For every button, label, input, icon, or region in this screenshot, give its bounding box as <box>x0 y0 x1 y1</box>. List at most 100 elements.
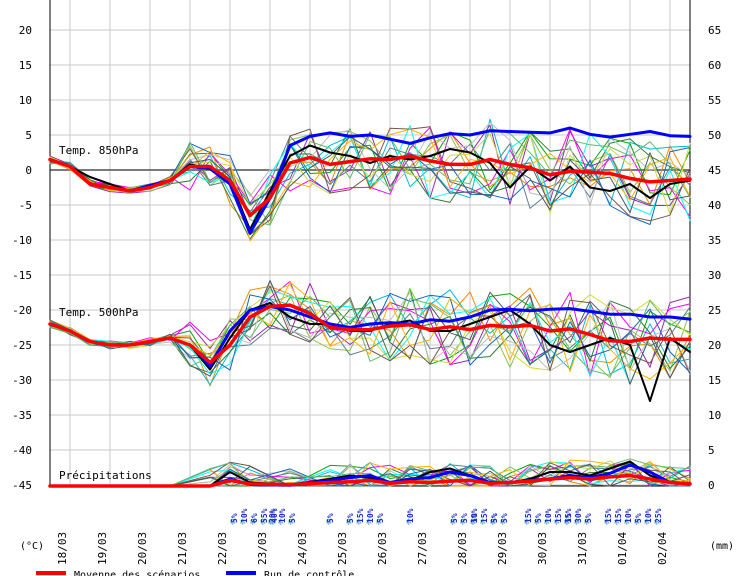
precip-probability-label: 5% <box>326 513 335 523</box>
snowflake-icon: ❄ <box>634 517 641 528</box>
precip-probability-label: 5% <box>376 513 385 523</box>
t850-member-line <box>49 128 691 226</box>
precip-probability-label: 5% <box>564 513 573 523</box>
precip-probability-item: ❄10% <box>470 508 479 528</box>
y-right-tick-label: 40 <box>708 199 721 212</box>
precip-probability-label: 10% <box>470 508 479 523</box>
snowflake-icon: ❄ <box>460 517 467 528</box>
snowflake-icon: ❄ <box>490 517 497 528</box>
x-tick-label: 19/03 <box>96 532 109 565</box>
precip-panel-label: Précipitations <box>59 469 152 482</box>
t850-member-line <box>49 130 691 226</box>
precip-probability-label: 15% <box>524 508 533 523</box>
snowflake-icon: ❄ <box>470 517 477 528</box>
precip-probability-label: 25% <box>654 508 663 523</box>
snowflake-icon: ❄ <box>614 517 621 528</box>
snowflake-icon: ❄ <box>480 517 487 528</box>
precip-probability-item: ❄30% <box>574 508 583 528</box>
precip-probability-item: ❄15% <box>604 508 613 528</box>
precip-probability-item: ❄25% <box>654 508 663 528</box>
precip-probability-label: 10% <box>544 508 553 523</box>
precip-probability-item: ❄5% <box>584 513 593 528</box>
t500-panel-label: Temp. 500hPa <box>59 306 138 319</box>
precip-probability-item: ❄6% <box>250 513 259 528</box>
snowflake-icon: ❄ <box>544 517 551 528</box>
snowflake-icon: ❄ <box>554 517 561 528</box>
precip-probability-item: ❄10% <box>366 508 375 528</box>
precip-probability-label: 10% <box>644 508 653 523</box>
snowflake-icon: ❄ <box>376 517 383 528</box>
y-left-tick-label: -45 <box>12 479 32 492</box>
precip-probability-label: 20% <box>268 508 277 523</box>
precip-mean-line <box>48 473 692 488</box>
snowflake-icon: ❄ <box>490 517 497 528</box>
x-tick-label: 01/04 <box>616 532 629 565</box>
precip-probability-item: ❄5% <box>376 513 385 528</box>
precip-probability-item: ❄10% <box>406 508 415 528</box>
precip-probability-item: ❄15% <box>614 508 623 528</box>
precip-probability-label: 5% <box>584 513 593 523</box>
snowflake-icon: ❄ <box>346 517 353 528</box>
precip-member-line <box>49 463 691 487</box>
legend-control-label: Run de contrôle <box>264 569 354 576</box>
precip-probability-item: ❄20% <box>268 508 277 528</box>
precip-member-line <box>49 463 691 487</box>
y-left-tick-label: -25 <box>12 339 32 352</box>
t850-mean-line <box>48 154 692 218</box>
ensemble-members <box>49 118 691 487</box>
precip-probability-label: 5% <box>230 513 239 523</box>
precip-probability-label: 5% <box>534 513 543 523</box>
snowflake-icon: ❄ <box>470 517 477 528</box>
t500-member-line <box>49 280 691 372</box>
precip-probability-item: ❄5% <box>346 513 355 528</box>
y-right-unit: (mm) <box>710 541 734 552</box>
x-tick-label: 27/03 <box>416 532 429 565</box>
precip-probability-item: ❄5% <box>564 513 573 528</box>
precip-probability-label: 15% <box>480 508 489 523</box>
precip-probability-label: 5% <box>460 513 469 523</box>
plot-frame <box>49 0 691 487</box>
precip-probability-item: ❄5% <box>326 513 335 528</box>
snowflake-icon: ❄ <box>270 517 277 528</box>
main-series <box>48 126 692 488</box>
precip-probability-label: 15% <box>554 508 563 523</box>
snowflake-icon: ❄ <box>288 517 295 528</box>
y-right-tick-label: 0 <box>708 479 715 492</box>
y-left-tick-label: -35 <box>12 409 32 422</box>
snowflake-icon: ❄ <box>366 517 373 528</box>
snowflake-icon: ❄ <box>230 517 237 528</box>
snowflake-icon: ❄ <box>260 517 267 528</box>
snowflake-icon: ❄ <box>356 517 363 528</box>
precip-probability-label: 15% <box>614 508 623 523</box>
x-tick-label: 02/04 <box>656 532 669 565</box>
precip-probability-item: ❄5% <box>490 513 499 528</box>
x-tick-label: 23/03 <box>256 532 269 565</box>
snowflake-icon: ❄ <box>644 517 651 528</box>
precip-probability-label: 55% <box>260 508 269 523</box>
precip-probabilities: ❄5% ❄10% ❄6% ❄55% ❄40%❄20% ❄10% ❄5% ❄5% ❄5% ❄15% ❄… <box>230 508 663 528</box>
precip-probability-label: 15% <box>564 508 573 523</box>
x-tick-label: 18/03 <box>56 532 69 565</box>
snowflake-icon: ❄ <box>240 517 247 528</box>
panel-labels: Temp. 850hPa Temp. 500hPa Précipitations <box>59 144 152 482</box>
x-tick-label: 31/03 <box>576 532 589 565</box>
snowflake-icon: ❄ <box>654 517 661 528</box>
precip-probability-label: 15% <box>604 508 613 523</box>
y-left-tick-label: -30 <box>12 374 32 387</box>
precip-probability-label: 10% <box>366 508 375 523</box>
precip-probability-label: 5% <box>450 513 459 523</box>
precip-probability-label: 10% <box>240 508 249 523</box>
y-right-tick-label: 25 <box>708 304 721 317</box>
x-tick-label: 29/03 <box>496 532 509 565</box>
snowflake-icon: ❄ <box>584 517 591 528</box>
axes: 20151050-5-10-15-20-25-30-35-40-45656055… <box>12 24 734 565</box>
x-tick-label: 24/03 <box>296 532 309 565</box>
snowflake-icon: ❄ <box>278 517 285 528</box>
y-left-tick-label: 10 <box>19 94 32 107</box>
precip-probability-label: 6% <box>250 513 259 523</box>
y-right-tick-label: 35 <box>708 234 721 247</box>
precip-probability-label: 5% <box>288 513 297 523</box>
grid <box>50 0 690 486</box>
y-right-tick-label: 65 <box>708 24 721 37</box>
snowflake-icon: ❄ <box>524 517 531 528</box>
